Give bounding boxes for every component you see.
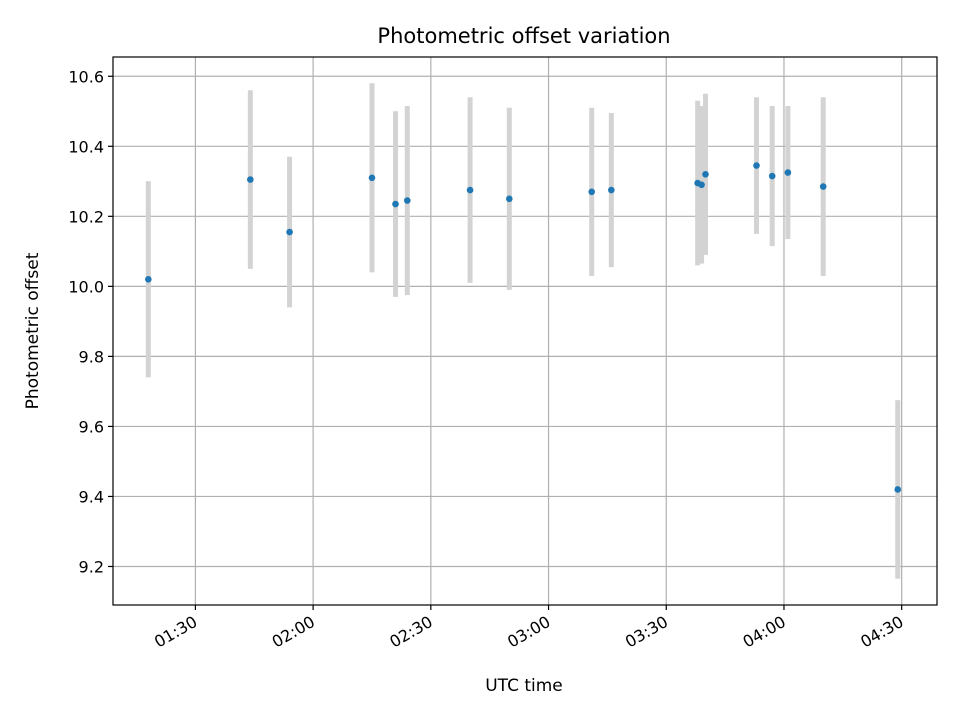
data-point [368, 174, 376, 182]
data-point [702, 171, 709, 178]
data-point [784, 169, 792, 176]
y-tick-label: 10.0 [68, 277, 104, 296]
plot-frame [112, 56, 938, 606]
data-point [403, 197, 411, 204]
data-points [145, 162, 902, 493]
y-tick-label: 9.6 [79, 417, 104, 436]
y-axis-ticks: 9.2 9.4 9.6 9.8 10.0 10.2 10.4 10.6 [68, 67, 113, 576]
data-point [608, 186, 615, 194]
y-tick-label: 10.6 [68, 67, 104, 86]
data-point [753, 162, 760, 169]
y-tick-label: 10.2 [68, 207, 104, 226]
data-point [588, 188, 596, 196]
y-tick-label: 9.2 [79, 557, 104, 576]
data-point [768, 172, 776, 180]
x-axis-label: UTC time [485, 676, 563, 696]
data-point [698, 181, 705, 189]
y-axis-label: Photometric offset [23, 252, 43, 409]
data-point [286, 228, 293, 236]
y-tick-label: 9.4 [79, 487, 104, 506]
grid [113, 57, 937, 605]
data-point [466, 186, 474, 194]
data-point [247, 176, 254, 183]
data-point [819, 183, 827, 190]
y-tick-label: 9.8 [79, 347, 104, 366]
chart-title: Photometric offset variation [377, 24, 670, 48]
y-tick-label: 10.4 [68, 137, 104, 156]
data-point [145, 276, 152, 283]
data-point [506, 195, 513, 203]
data-point [894, 486, 902, 493]
data-point [392, 200, 399, 208]
